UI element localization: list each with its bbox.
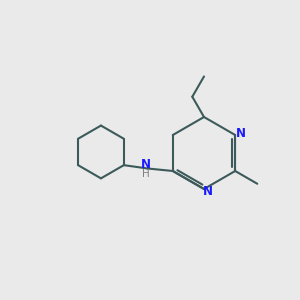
Text: N: N xyxy=(236,127,246,140)
Text: N: N xyxy=(202,185,213,198)
Text: N: N xyxy=(141,158,151,171)
Text: H: H xyxy=(142,169,150,179)
